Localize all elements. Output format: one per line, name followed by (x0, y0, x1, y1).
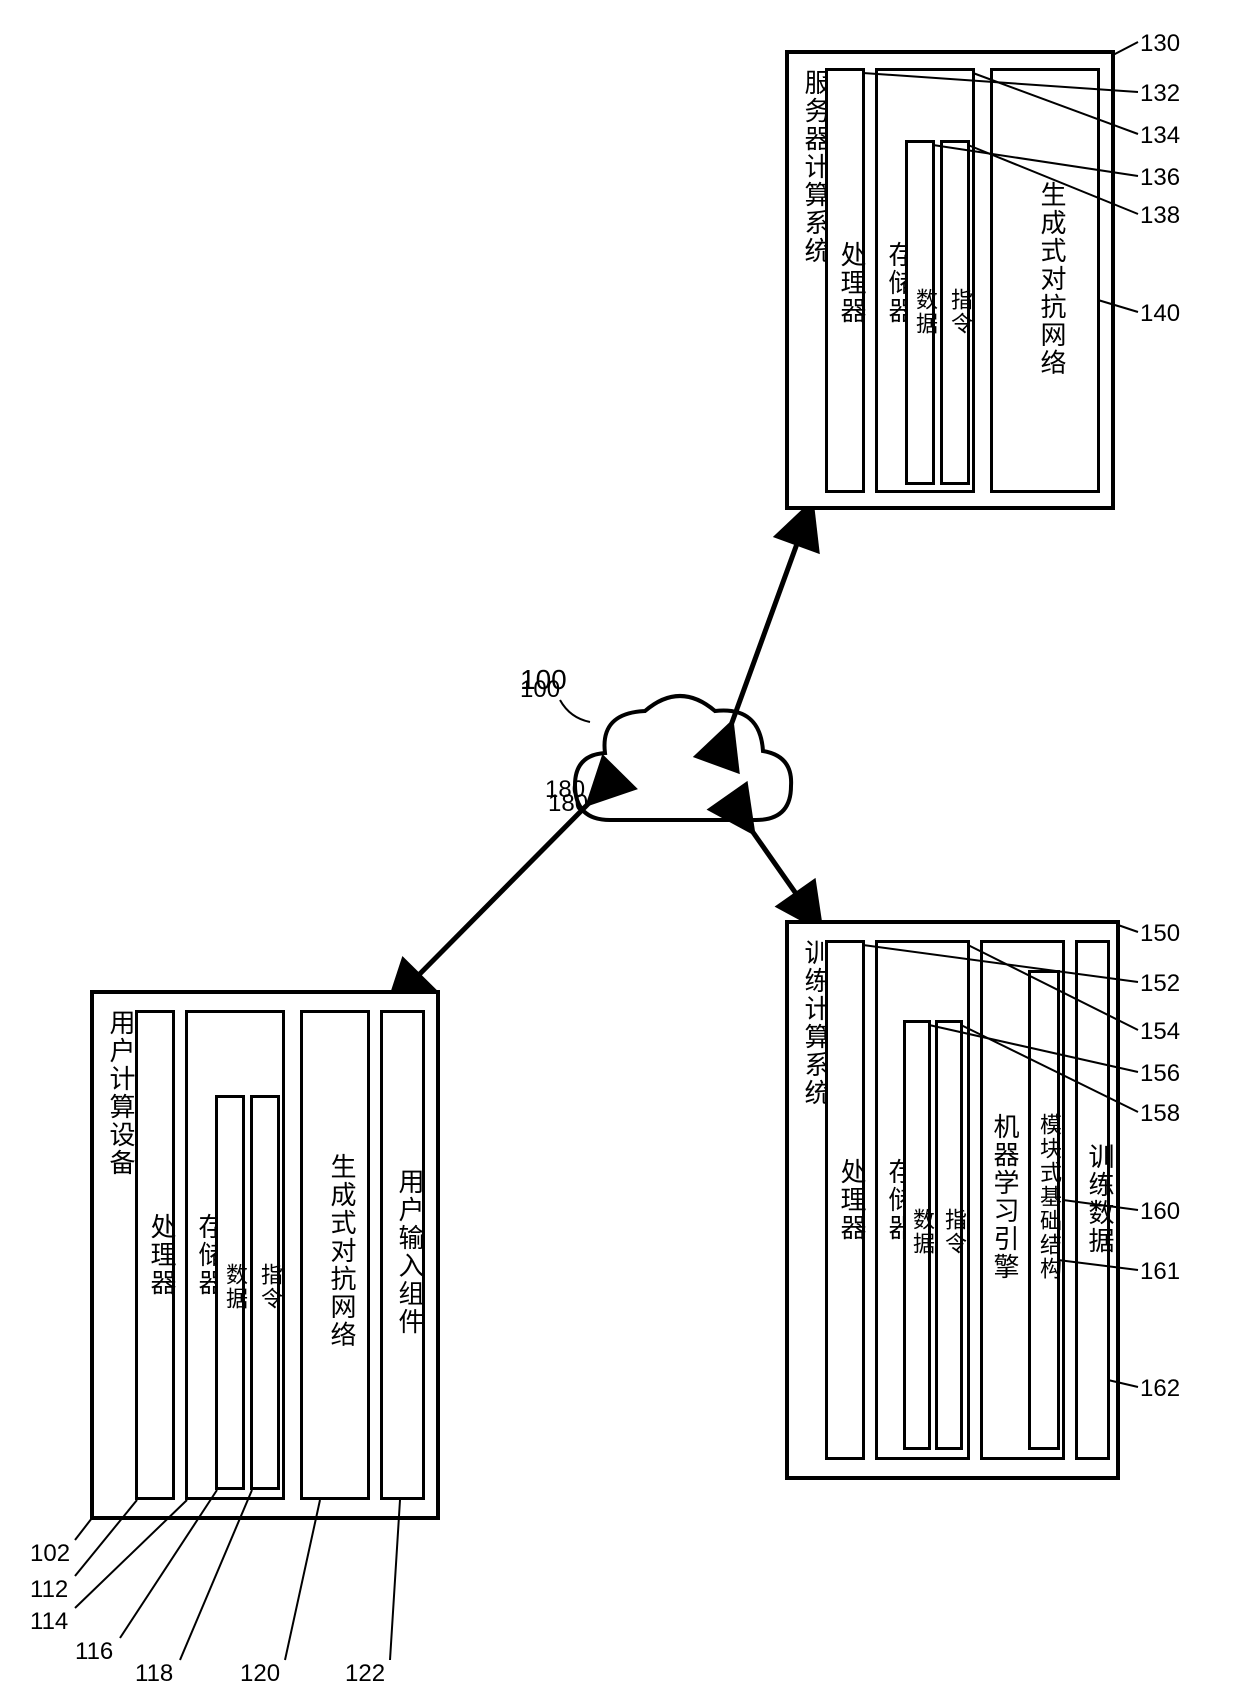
arrow-cloud-server (730, 508, 810, 728)
server-gan: 生成式对抗网络 (990, 68, 1100, 493)
ref-161: 161 (1140, 1258, 1180, 1286)
user-memory-data-label: 数据 (219, 1263, 251, 1311)
ref-130: 130 (1140, 30, 1180, 58)
user-processor: 处理器 (135, 1010, 175, 1500)
ref-134: 134 (1140, 122, 1180, 150)
server-gan-label: 生成式对抗网络 (1033, 181, 1070, 377)
ref-152: 152 (1140, 970, 1180, 998)
user-gan: 生成式对抗网络 (300, 1010, 370, 1500)
user-memory-instr: 指令 (250, 1095, 280, 1490)
ref-158: 158 (1140, 1100, 1180, 1128)
training-memory-data: 数据 (903, 1020, 931, 1450)
training-memory-data-label: 数据 (906, 1208, 938, 1256)
user-device-title: 用户计算设备 (102, 1009, 139, 1177)
ref-136: 136 (1140, 164, 1180, 192)
training-memory-instr-label: 指令 (938, 1208, 970, 1256)
ref-116: 116 (75, 1638, 113, 1666)
server-memory-instr: 指令 (940, 140, 970, 485)
user-memory-instr-label: 指令 (254, 1263, 286, 1311)
training-infra: 模块式基础结构 (1028, 970, 1060, 1450)
training-memory-instr: 指令 (935, 1020, 963, 1450)
training-data-label: 训练数据 (1081, 1143, 1118, 1255)
ref-150: 150 (1140, 920, 1180, 948)
diagram-canvas: 100 180 用户计算设备 处理器 存储器 数据 指令 生成式对抗网络 用户输… (0, 0, 1240, 1684)
user-input-label: 用户输入组件 (391, 1168, 428, 1336)
ref-154: 154 (1140, 1018, 1180, 1046)
ref-138: 138 (1140, 202, 1180, 230)
server-memory-data: 数据 (905, 140, 935, 485)
server-memory-instr-label: 指令 (944, 288, 976, 336)
arrow-cloud-training (750, 828, 818, 925)
ref-112: 112 (30, 1576, 68, 1604)
user-processor-label: 处理器 (143, 1213, 180, 1297)
ref-100: 100 (520, 676, 560, 704)
training-data: 训练数据 (1075, 940, 1110, 1460)
server-memory-data-label: 数据 (909, 288, 941, 336)
training-infra-label: 模块式基础结构 (1033, 1113, 1065, 1281)
arrow-cloud-user (392, 800, 592, 1002)
server-processor: 处理器 (825, 68, 865, 493)
training-ml-engine-label: 机器学习引擎 (986, 1113, 1023, 1281)
ref-140: 140 (1140, 300, 1180, 328)
training-processor-label: 处理器 (833, 1158, 870, 1242)
ref-132: 132 (1140, 80, 1180, 108)
ref-102: 102 (30, 1540, 70, 1568)
ref-114: 114 (30, 1608, 68, 1636)
ref-162: 162 (1140, 1375, 1180, 1403)
training-processor: 处理器 (825, 940, 865, 1460)
user-gan-label: 生成式对抗网络 (323, 1153, 360, 1349)
ref-160: 160 (1140, 1198, 1180, 1226)
user-memory-data: 数据 (215, 1095, 245, 1490)
server-processor-label: 处理器 (833, 241, 870, 325)
ref-156: 156 (1140, 1060, 1180, 1088)
user-input-component: 用户输入组件 (380, 1010, 425, 1500)
ref-180: 180 (548, 790, 588, 818)
